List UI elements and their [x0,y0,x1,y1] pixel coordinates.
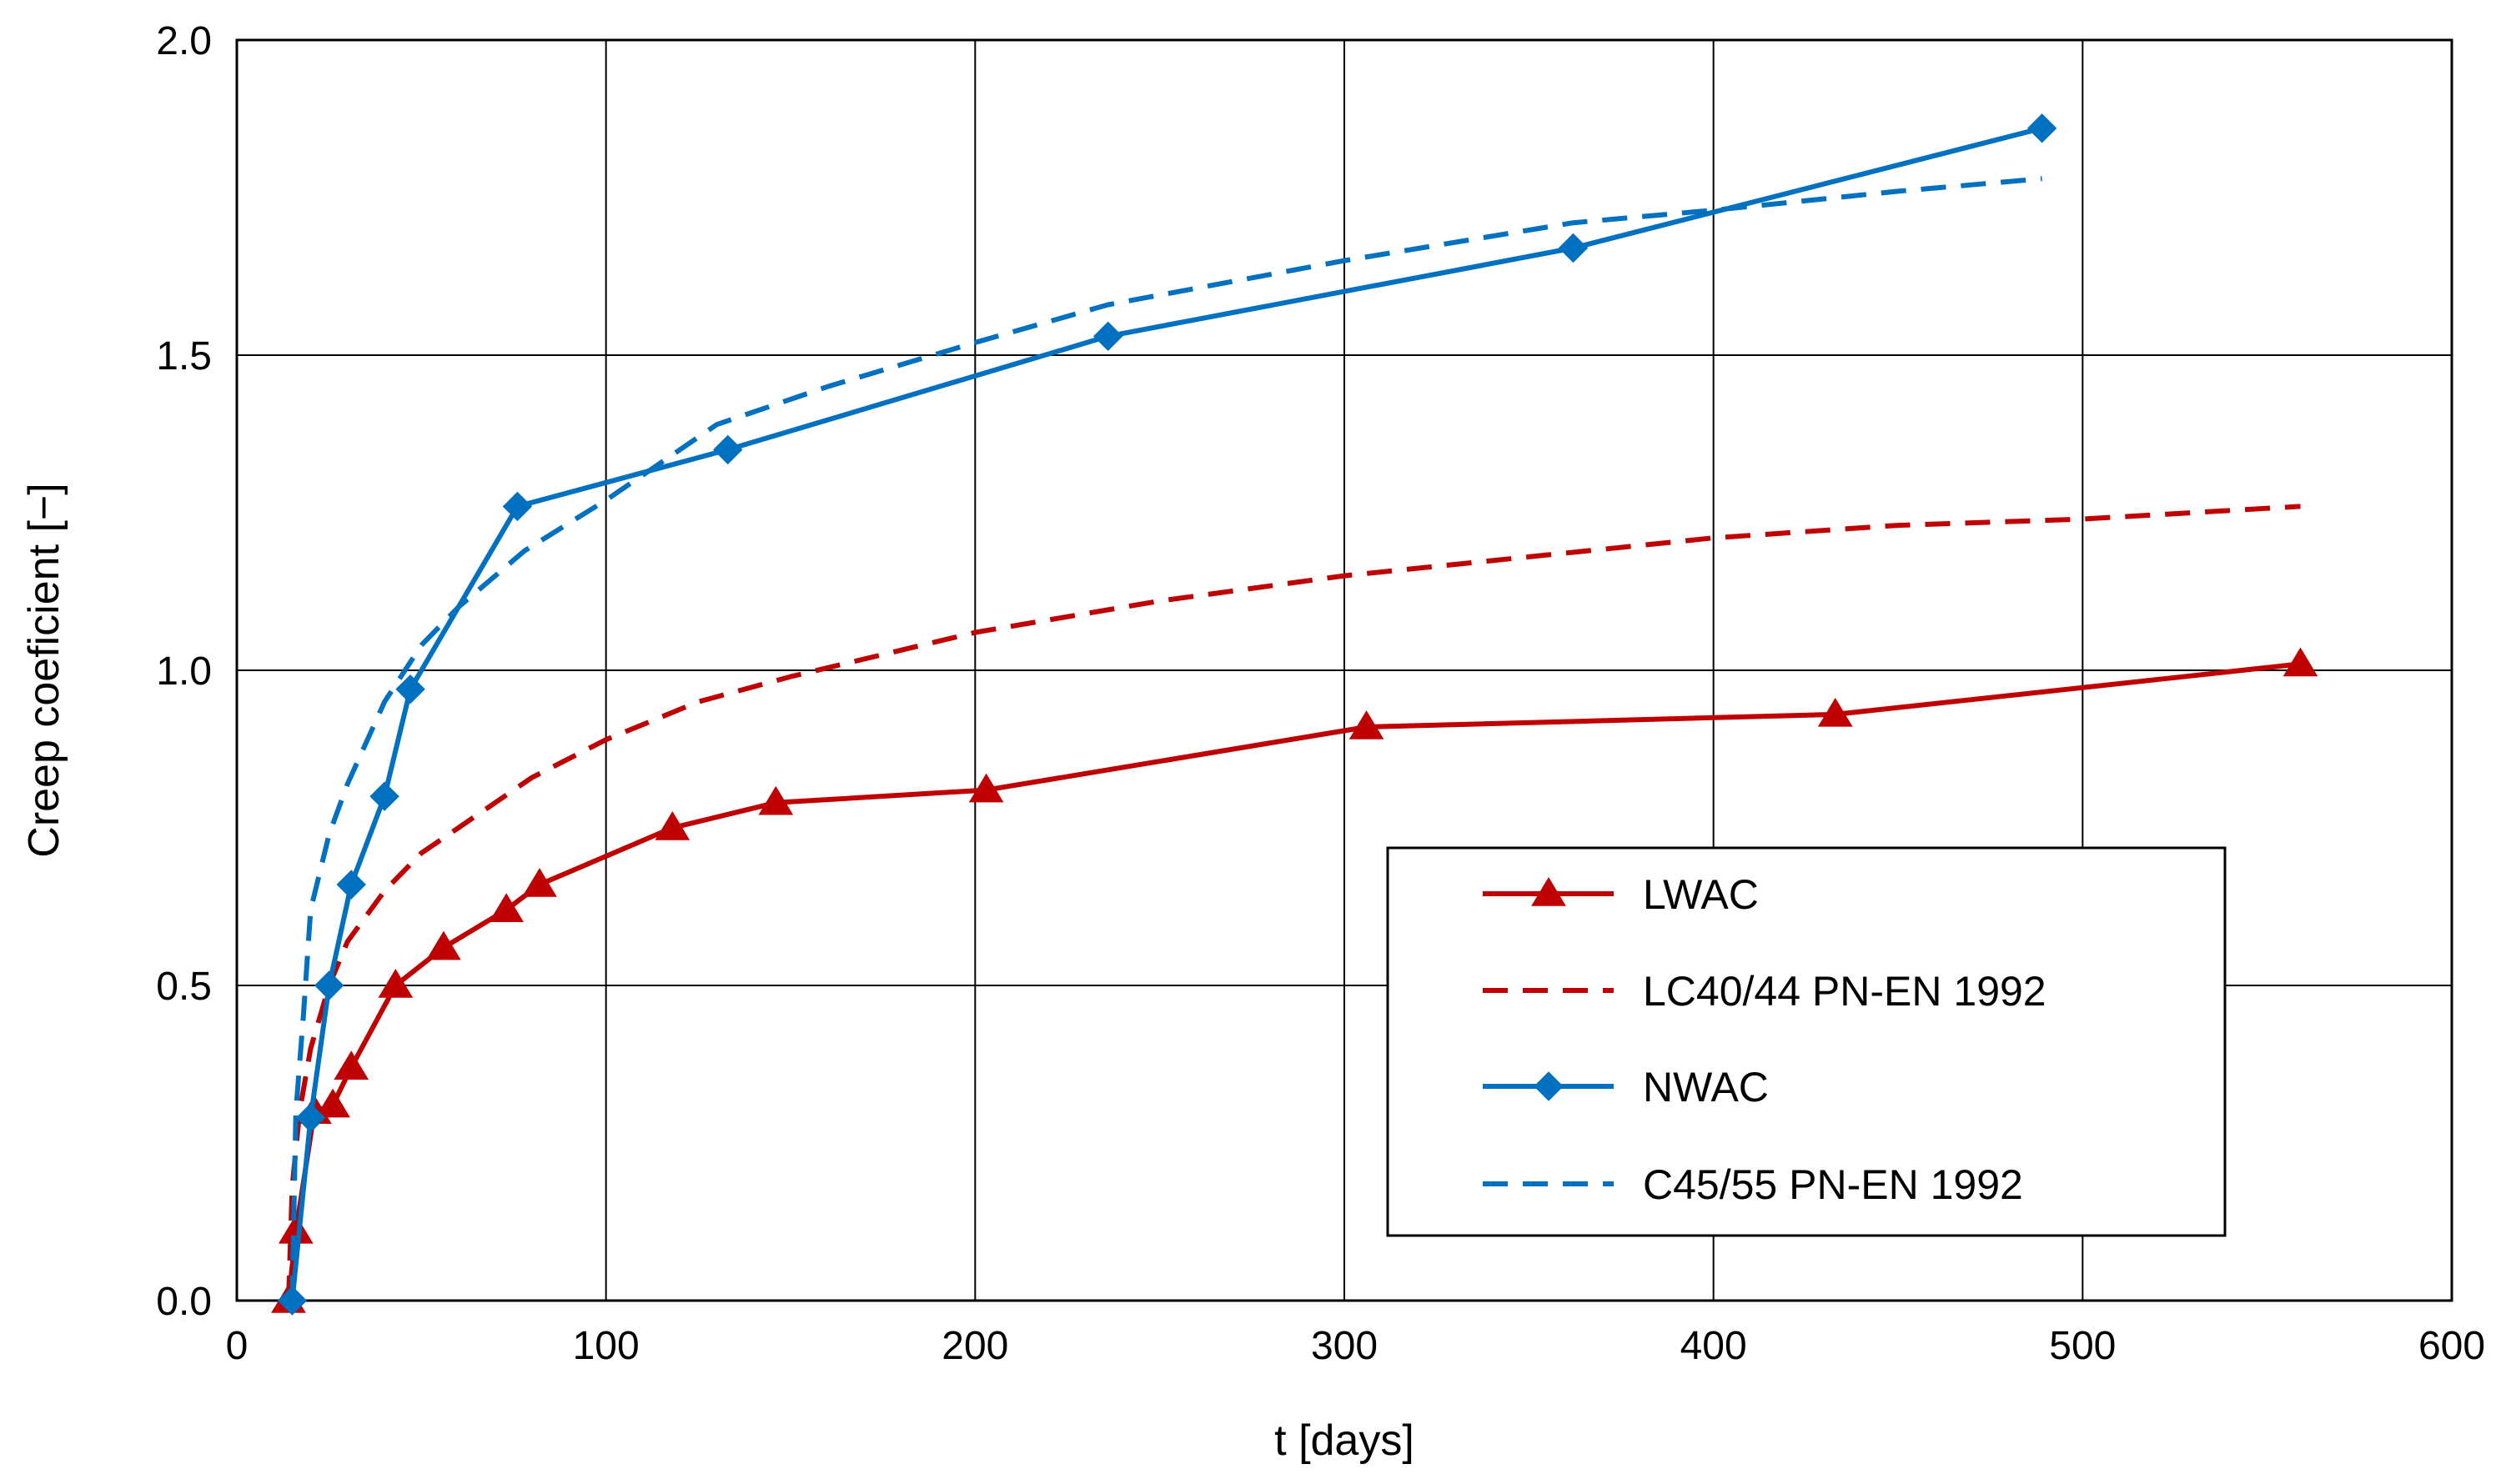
data-point-lwac-7 [489,893,524,923]
data-point-nwac-2 [314,970,344,1000]
plot-area [235,38,2453,1302]
legend: LWAC LC40/44 PN-EN 1992 NWAC C45/55 PN-EN 1… [1386,846,2227,1237]
x-tick-label-400: 400 [1680,1324,1747,1368]
legend-box [1386,846,2227,1237]
legend-marker-nwac [1534,1071,1564,1101]
x-axis-title: t [days] [1274,1416,1414,1465]
y-axis-title: Creep coeficient [−] [20,483,68,857]
series-line-lc40-44-pn-en-1992 [286,504,2301,1301]
y-tick-label-1.0: 1.0 [156,649,212,694]
y-tick-label-0.5: 0.5 [156,965,212,1009]
data-point-nwac-10 [2026,113,2057,143]
series-c45-55-pn-en-1992 [289,176,2042,1301]
data-point-lwac-3 [315,1088,350,1118]
legend-marker-lwac [1531,877,1566,906]
legend-label-c45-55-pn-en-1992: C45/55 PN-EN 1992 [1643,1161,2023,1208]
data-point-lwac-8 [522,868,557,897]
series-lc40-44-pn-en-1992 [286,504,2301,1301]
data-point-lwac-12 [1348,710,1384,739]
data-point-nwac-5 [395,674,425,704]
y-tick-label-1.5: 1.5 [156,334,212,379]
data-point-nwac-9 [1558,233,1589,263]
data-point-lwac-14 [2282,647,2318,677]
x-tick-label-600: 600 [2418,1324,2485,1368]
x-tick-label-200: 200 [942,1324,1008,1368]
legend-label-nwac: NWAC [1643,1064,1769,1110]
x-tick-label-0: 0 [226,1324,249,1368]
series-nwac [277,113,2057,1316]
data-point-lwac-4 [334,1050,369,1080]
data-point-lwac-6 [426,930,461,960]
data-point-lwac-11 [968,773,1004,803]
data-point-nwac-7 [713,434,743,465]
grid-lines [237,40,2452,1301]
legend-label-lc40-44-pn-en-1992: LC40/44 PN-EN 1992 [1643,968,2046,1015]
x-tick-label-100: 100 [573,1324,640,1368]
data-point-lwac-10 [758,785,794,815]
y-tick-label-0.0: 0.0 [156,1280,212,1324]
x-tick-label-300: 300 [1311,1324,1378,1368]
x-axis-tick-labels: 0 100 200 300 400 500 600 [226,1324,2485,1368]
data-point-nwac-3 [336,870,366,900]
data-point-nwac-1 [295,1103,326,1133]
y-tick-label-2.0: 2.0 [156,19,212,63]
y-axis-tick-labels: 0.0 0.5 1.0 1.5 2.0 [156,19,212,1324]
series-line-c45-55-pn-en-1992 [289,176,2042,1301]
x-tick-label-500: 500 [2049,1324,2116,1368]
data-point-lwac-9 [655,811,691,840]
data-point-lwac-13 [1817,697,1853,727]
data-point-nwac-8 [1092,321,1123,352]
data-point-nwac-6 [502,491,533,522]
data-point-nwac-4 [369,781,399,811]
data-point-lwac-5 [378,969,414,998]
series-layer [271,113,2318,1316]
legend-label-lwac: LWAC [1643,871,1759,918]
